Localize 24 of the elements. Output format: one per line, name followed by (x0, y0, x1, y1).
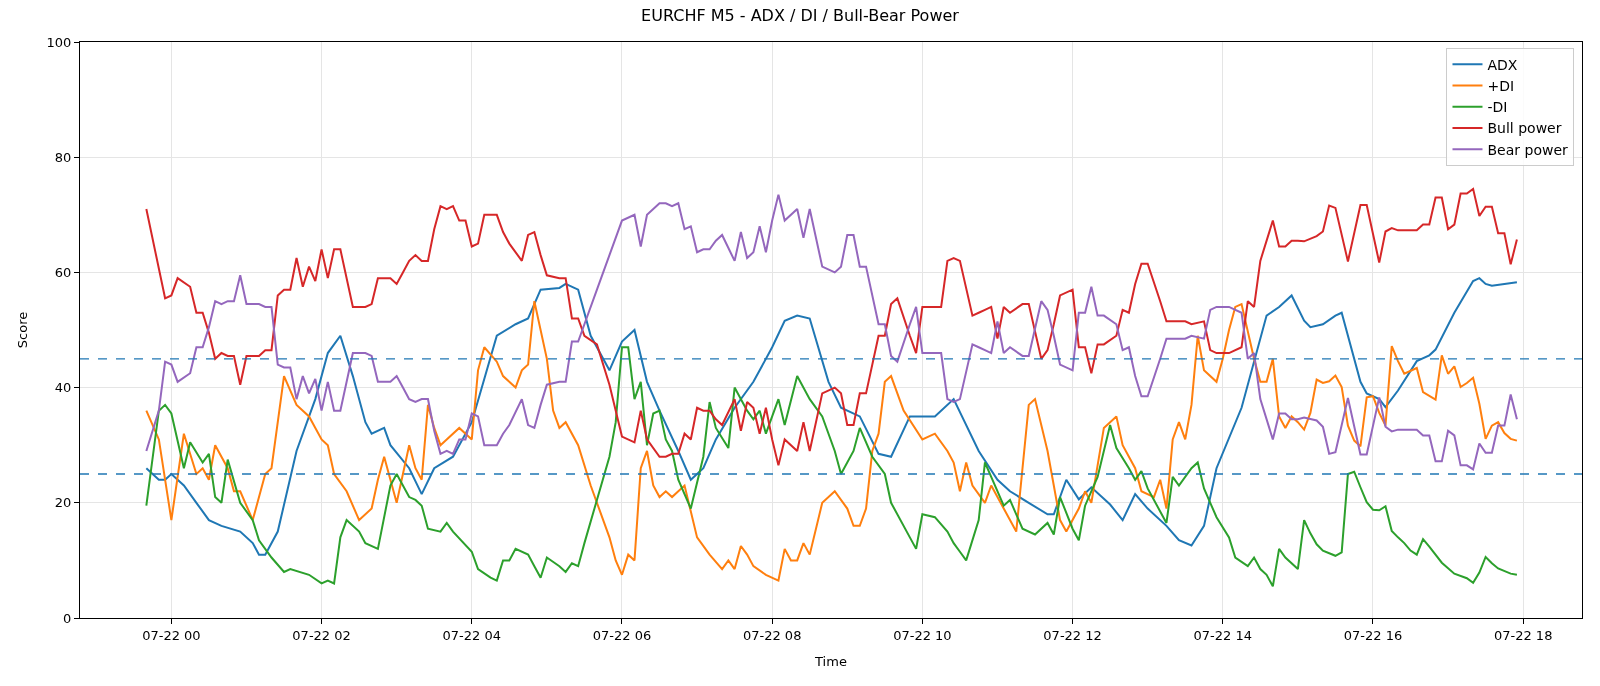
x-axis-title: Time (814, 654, 847, 670)
y-tick-label: 60 (54, 264, 72, 280)
x-tick-label: 07-22 12 (1043, 627, 1102, 643)
x-tick-label: 07-22 04 (442, 627, 501, 643)
legend-label: +DI (1487, 78, 1515, 95)
x-tick-label: 07-22 06 (592, 627, 652, 643)
y-tick-label: 0 (63, 610, 72, 626)
y-tick-label: 100 (46, 34, 72, 50)
x-tick-label: 07-22 10 (893, 627, 952, 643)
chart-title: EURCHF M5 - ADX / DI / Bull-Bear Power (641, 6, 960, 26)
y-tick-label: 40 (54, 380, 72, 396)
x-tick-label: 07-22 18 (1493, 627, 1553, 643)
legend-label: Bull power (1487, 120, 1562, 137)
y-axis-title: Score (15, 311, 31, 349)
x-tick-label: 07-22 02 (292, 627, 351, 643)
legend-label: ADX (1487, 56, 1518, 73)
legend-label: -DI (1487, 99, 1508, 116)
y-tick-label: 80 (54, 149, 72, 165)
x-tick-label: 07-22 00 (142, 627, 201, 643)
x-tick-label: 07-22 14 (1193, 627, 1252, 643)
y-tick-label: 20 (54, 495, 72, 511)
legend-label: Bear power (1487, 141, 1569, 158)
x-tick-label: 07-22 16 (1343, 627, 1403, 643)
x-tick-label: 07-22 08 (742, 627, 802, 643)
